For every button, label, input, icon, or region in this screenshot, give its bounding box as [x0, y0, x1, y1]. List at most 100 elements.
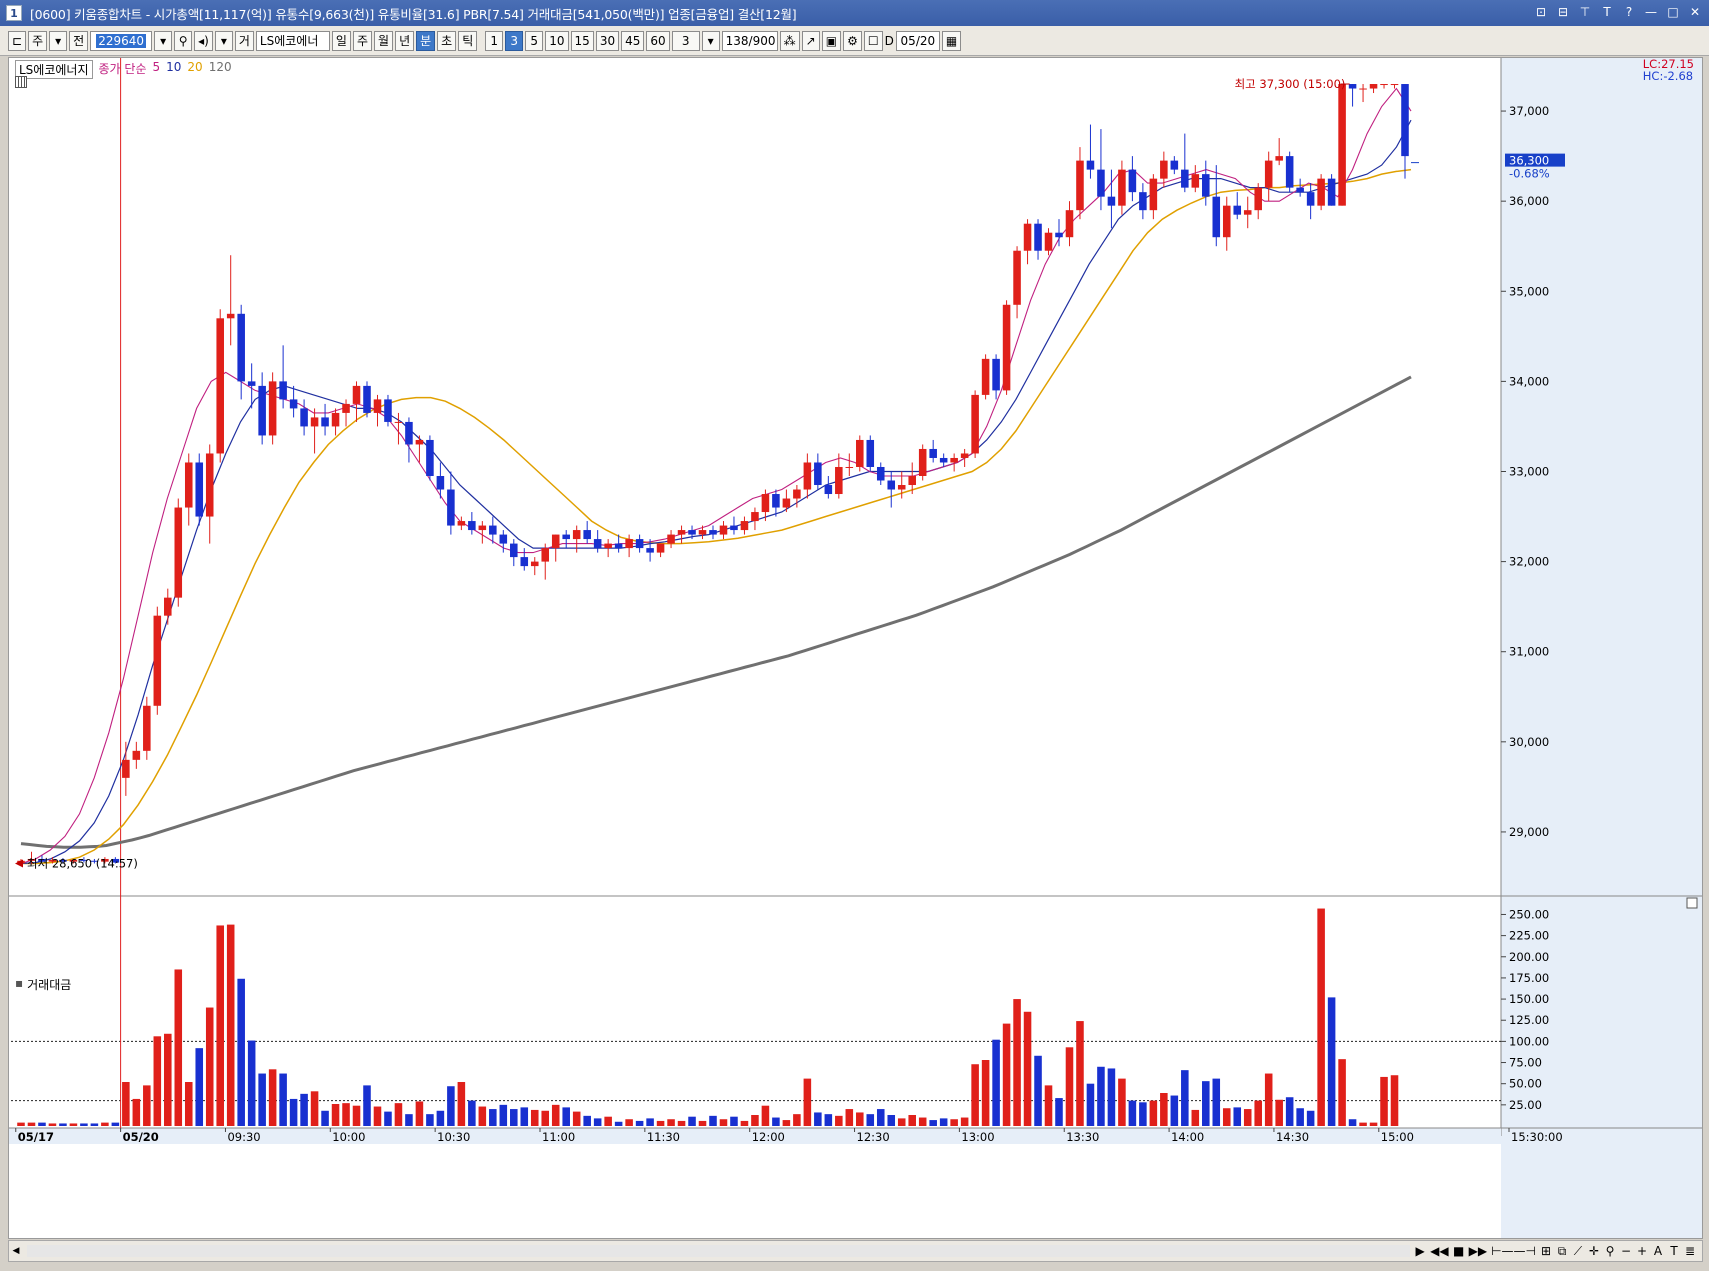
period-month[interactable]: 월	[374, 30, 394, 51]
period-week[interactable]: 주	[352, 30, 373, 51]
date-checkbox[interactable]: ☐	[863, 30, 883, 51]
layout-grid-icon[interactable]: ⊞	[1540, 1244, 1552, 1258]
candle-body	[69, 859, 78, 862]
order-icon[interactable]: T	[1670, 1244, 1678, 1258]
window-number[interactable]: 1	[6, 5, 22, 21]
candle-body	[1034, 223, 1042, 251]
volume-bar	[184, 1082, 193, 1126]
maximize-icon[interactable]: □	[1667, 5, 1679, 19]
text-tool-icon[interactable]: A	[1653, 1244, 1663, 1258]
candle-body	[562, 534, 570, 540]
volume-bar	[667, 1119, 675, 1126]
legend-ma20: 20	[187, 60, 203, 74]
interval-dropdown-icon[interactable]: ▾	[701, 30, 720, 51]
zoom-in-icon[interactable]: +	[1636, 1244, 1648, 1258]
candle-body	[457, 521, 466, 526]
play-icon[interactable]: ▶	[1415, 1244, 1425, 1258]
close-icon[interactable]: ✕	[1689, 5, 1701, 19]
chart-window-icon[interactable]: ⊏	[8, 30, 27, 51]
volume-bar	[562, 1107, 570, 1126]
rewind-icon[interactable]: ◀◀	[1430, 1244, 1449, 1258]
volume-bar	[1044, 1085, 1053, 1126]
volume-bar	[908, 1115, 916, 1126]
date-input[interactable]: 05/20	[895, 30, 940, 51]
candle-body	[1139, 192, 1147, 211]
interval-3[interactable]: 3	[505, 30, 524, 51]
volume-bar	[363, 1085, 371, 1126]
list-icon[interactable]: ≣	[1684, 1244, 1696, 1258]
volume-bar	[981, 1060, 990, 1126]
volume-bar	[866, 1114, 875, 1126]
volume-bar	[237, 978, 245, 1126]
stock-name-field[interactable]: LS에코에너	[255, 30, 330, 51]
interval-1[interactable]: 1	[485, 30, 504, 51]
link-icon[interactable]: ⊟	[1557, 5, 1569, 19]
volume-bar	[1107, 1068, 1116, 1126]
candle-body	[887, 480, 896, 490]
data-count-field[interactable]: 138/900	[721, 30, 778, 51]
drawing-icon[interactable]: ↗	[801, 30, 820, 51]
stock-code-input[interactable]: 229640	[90, 30, 153, 51]
interval-60[interactable]: 60	[646, 30, 670, 51]
zoom-icon[interactable]: ⚲	[1605, 1244, 1615, 1258]
interval-30[interactable]: 30	[595, 30, 620, 51]
indicator-icon[interactable]: ⁂	[779, 30, 800, 51]
candle-body	[38, 858, 46, 862]
interval-45[interactable]: 45	[621, 30, 645, 51]
help-icon[interactable]: ?	[1625, 5, 1633, 19]
save-icon[interactable]: ▣	[821, 30, 842, 51]
dropdown-arrow-icon[interactable]: ▾	[49, 30, 68, 51]
interval-5[interactable]: 5	[525, 30, 544, 51]
candle-body	[510, 543, 518, 558]
interval-15[interactable]: 15	[570, 30, 594, 51]
trend-tool-icon[interactable]: ⟋	[1573, 1243, 1583, 1258]
layout-icon[interactable]: ⊡	[1535, 5, 1547, 19]
candle-body	[80, 859, 88, 861]
scroll-left-icon[interactable]: ◀	[12, 1246, 20, 1256]
volume-bar	[950, 1119, 958, 1126]
period-day[interactable]: 일	[331, 30, 351, 51]
candle-body	[793, 489, 801, 499]
fast-forward-icon[interactable]: ▶▶	[1468, 1244, 1488, 1258]
scroll-track[interactable]	[27, 1245, 1411, 1257]
ma120-line	[20, 375, 1412, 849]
zoom-slider[interactable]: ⊢——⊣	[1491, 1244, 1536, 1258]
copy-icon[interactable]: ⧉	[1557, 1243, 1567, 1258]
volume-bar	[1065, 1047, 1074, 1126]
gear-icon[interactable]: ⚙	[843, 30, 862, 51]
scope-select[interactable]: 전	[69, 30, 89, 51]
window-controls: ⊡ ⊟ ⊤ T ? — □ ✕	[1533, 4, 1703, 20]
cross-tool-icon[interactable]: ✛	[1588, 1244, 1600, 1258]
chart-scrollbar[interactable]: ◀ ▶ ◀◀ ■ ▶▶ ⊢——⊣ ⊞ ⧉ ⟋ ✛ ⚲ − + A T ≣	[8, 1240, 1703, 1262]
sound-icon[interactable]: ◂)	[194, 30, 213, 51]
code-dropdown-icon[interactable]: ▾	[154, 30, 173, 51]
trade-button[interactable]: 거	[234, 30, 254, 51]
volume-bar	[300, 1093, 308, 1126]
chart-canvas[interactable]: 37,000 36,000 35,000 34,000 33,000 32,000 31,0…	[9, 58, 1702, 1238]
font-icon[interactable]: T	[1603, 5, 1611, 19]
legend-ma120: 120	[208, 60, 232, 74]
legend-stock-name[interactable]: LS에코에너지	[15, 60, 93, 79]
period-second[interactable]: 초	[437, 30, 457, 51]
minimize-icon[interactable]: —	[1645, 5, 1657, 19]
candle-body	[929, 448, 937, 458]
volume-bar	[122, 1082, 130, 1126]
interval-10[interactable]: 10	[545, 30, 569, 51]
interval-input[interactable]: 3	[671, 30, 700, 51]
calendar-icon[interactable]: ▦	[941, 30, 962, 51]
period-year[interactable]: 년	[395, 30, 415, 51]
volume-legend-label: 거래대금	[27, 978, 72, 992]
period-minute[interactable]: 분	[416, 30, 436, 51]
period-tick[interactable]: 틱	[458, 30, 478, 51]
stop-icon[interactable]: ■	[1452, 1244, 1465, 1258]
volume-tick-label: 75.00	[1509, 1056, 1542, 1070]
low-price-arrow	[15, 859, 23, 868]
zoom-out-icon[interactable]: −	[1620, 1244, 1632, 1258]
market-select[interactable]: 주	[28, 30, 48, 51]
pin-icon[interactable]: ⊤	[1579, 5, 1591, 19]
chart-area[interactable]: 37,000 36,000 35,000 34,000 33,000 32,000 31,0…	[8, 57, 1703, 1239]
sound-dropdown-icon[interactable]: ▾	[214, 30, 233, 51]
candle-body	[1380, 84, 1388, 86]
search-icon[interactable]: ⚲	[174, 30, 193, 51]
grid-toggle-icon[interactable]	[15, 76, 27, 88]
